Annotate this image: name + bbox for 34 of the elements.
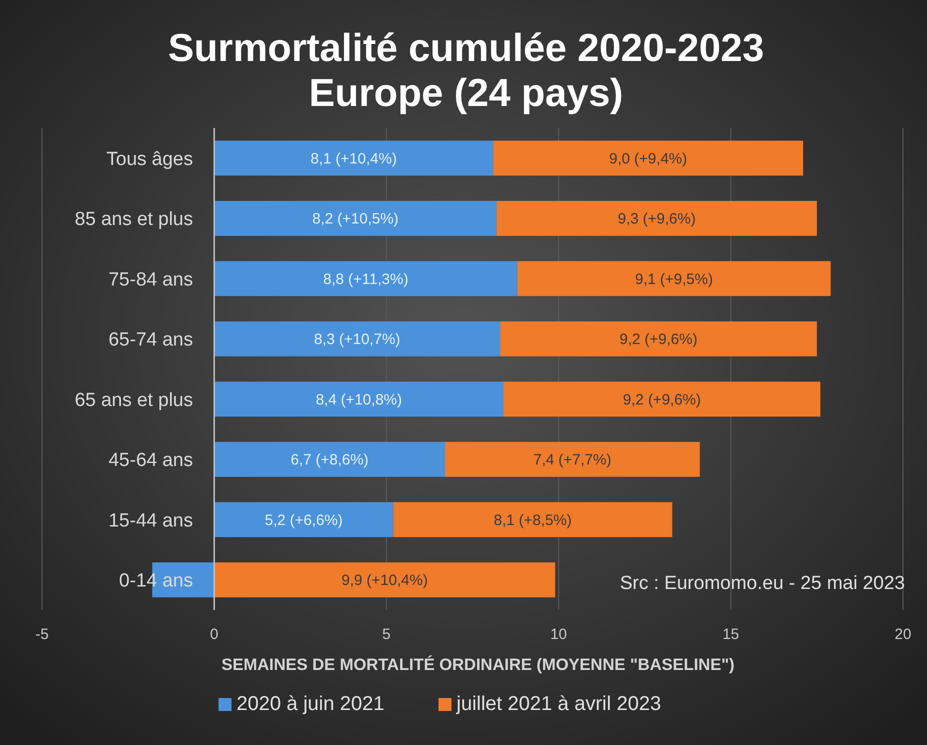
data-label: 9,9 (+10,4%) — [342, 572, 428, 590]
data-label: 8,3 (+10,7%) — [314, 331, 400, 348]
y-tick-label: Tous âges — [106, 148, 193, 170]
data-label: 8,4 (+10,8%) — [316, 391, 402, 408]
data-label: 9,3 (+9,6%) — [618, 210, 696, 228]
data-label: 9,2 (+9,6%) — [619, 331, 698, 348]
data-label: 6,7 (+8,6%) — [290, 452, 369, 469]
x-tick-label: 15 — [722, 626, 740, 643]
chart-title: Surmortalité cumulée 2020-2023 — [168, 27, 764, 70]
y-tick-label: 45-64 ans — [108, 450, 193, 472]
y-tick-label: 75-84 ans — [108, 269, 193, 290]
data-label: 8,2 (+10,5%) — [312, 210, 399, 228]
x-tick-label: 20 — [894, 626, 912, 643]
y-tick-label: 85 ans et plus — [74, 209, 193, 230]
chart-subtitle: Europe (24 pays) — [308, 72, 624, 115]
annotation: Src : Euromomo.eu - 25 mai 2023 — [620, 573, 905, 594]
y-tick-label: 65 ans et plus — [74, 390, 193, 411]
x-axis-title: SEMAINES DE MORTALITÉ ORDINAIRE (MOYENNE "BASELINE") — [221, 655, 735, 674]
y-tick-label: 15-44 ans — [108, 510, 193, 532]
legend-label: juillet 2021 à avril 2023 — [456, 693, 662, 715]
data-label: 9,1 (+9,5%) — [634, 270, 713, 288]
x-tick-label: 5 — [382, 626, 391, 643]
data-label: 7,4 (+7,7%) — [533, 452, 612, 469]
legend-label: 2020 à juin 2021 — [236, 693, 384, 715]
data-label: 9,0 (+9,4%) — [609, 150, 688, 168]
x-tick-label: 0 — [210, 626, 218, 643]
data-label: 8,8 (+11,3%) — [323, 270, 408, 288]
y-tick-label: 65-74 ans — [108, 330, 193, 351]
data-label: 5,2 (+6,6%) — [264, 512, 343, 529]
x-tick-label: -5 — [35, 626, 49, 643]
x-tick-label: 10 — [550, 626, 567, 643]
data-label: 8,1 (+8,5%) — [494, 512, 572, 529]
data-label: 8,1 (+10,4%) — [310, 150, 397, 168]
data-label: 9,2 (+9,6%) — [622, 391, 701, 408]
